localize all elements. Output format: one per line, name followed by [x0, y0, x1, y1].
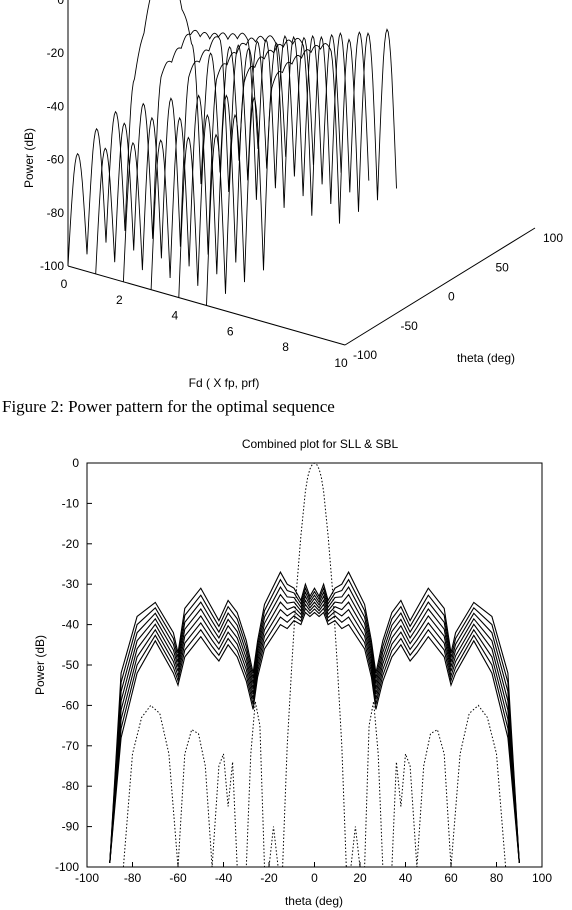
- y-tick-label: -100: [55, 860, 79, 874]
- y-tick-label: 0: [448, 290, 455, 304]
- x-tick-label: 10: [334, 356, 348, 370]
- x-tick-label: -40: [215, 871, 233, 885]
- envelope-curve: [109, 570, 520, 864]
- z-tick-label: -60: [47, 153, 65, 167]
- z-tick-label: 0: [57, 0, 64, 7]
- x-tick-label: 80: [490, 871, 504, 885]
- z-tick-label: -20: [47, 46, 65, 60]
- surface-trace: [67, 0, 259, 267]
- x-ticks: -100 -80 -60 -40 -20 0 20 40 60 80 100: [75, 862, 552, 885]
- z-tick-label: -80: [47, 206, 65, 220]
- y-tick-label: -40: [62, 618, 80, 632]
- y-tick-label: 0: [72, 456, 79, 470]
- surface-trace: [178, 31, 370, 298]
- x-tick-label: 100: [532, 871, 552, 885]
- envelope-curves: [109, 570, 520, 864]
- x-tick-label: 60: [444, 871, 458, 885]
- y-tick-label: 100: [543, 231, 563, 245]
- envelope-curve: [109, 578, 520, 864]
- x-axis-label: Fd ( X fp, prf): [189, 376, 260, 390]
- surface-trace: [206, 28, 397, 306]
- y-tick-label: 50: [496, 260, 510, 274]
- x-tick-label: 0: [61, 277, 68, 291]
- surface-trace: [122, 32, 314, 282]
- mainlobe-line: [282, 462, 347, 868]
- envelope-curve: [109, 586, 520, 864]
- surface-trace: [95, 29, 287, 274]
- y-tick-label: -50: [401, 319, 419, 333]
- z-axis: 0 -20 -40 -60 -80 -100: [40, 0, 69, 273]
- x-tick-label: -60: [169, 871, 187, 885]
- envelope-curve: [109, 599, 520, 864]
- plot-frame: [86, 462, 543, 868]
- y-ticks: 0 -10 -20 -30 -40 -50 -60 -70 -80 -90 -100: [55, 456, 92, 874]
- x-tick-label: 8: [282, 340, 289, 354]
- chart-title: Combined plot for SLL & SBL: [242, 437, 399, 451]
- z-axis-label: Power (dB): [22, 128, 36, 188]
- x-tick-label: 2: [116, 293, 123, 307]
- x-tick-label: 40: [399, 871, 413, 885]
- y-axis-label: theta (deg): [457, 351, 515, 365]
- envelope-curve: [109, 603, 520, 864]
- surface-trace: [150, 33, 342, 290]
- x-tick-label: 4: [171, 309, 178, 323]
- x-tick-label: 0: [311, 871, 318, 885]
- combined-line-chart: Combined plot for SLL & SBL -100 -80 -60 -4…: [33, 437, 552, 908]
- y-tick-label: -10: [62, 496, 80, 510]
- sidelobes-lower-line: [122, 701, 507, 868]
- surface-plot-3d: 0 -20 -40 -60 -80 -100 0 2 4 6 8 10 -100 -50 0 50 100 P…: [22, 0, 563, 390]
- y-tick-label: -20: [62, 537, 80, 551]
- x-tick-label: 6: [227, 324, 234, 338]
- y-tick-label: -30: [62, 577, 80, 591]
- envelope-curve: [109, 593, 520, 864]
- x-tick-label: -80: [124, 871, 142, 885]
- envelope-curve: [109, 611, 520, 864]
- y-tick-label: -70: [62, 739, 80, 753]
- x-tick-label: -100: [75, 871, 99, 885]
- base-axes: 0 2 4 6 8 10 -100 -50 0 50 100: [61, 227, 563, 370]
- y-tick-label: -60: [62, 698, 80, 712]
- envelope-curve: [109, 607, 520, 864]
- z-tick-label: -40: [47, 99, 65, 113]
- y-axis-label: Power (dB): [33, 635, 47, 695]
- y-tick-label: -80: [62, 779, 80, 793]
- y-tick-label: -90: [62, 820, 80, 834]
- x-tick-label: 20: [353, 871, 367, 885]
- y-tick-label: -50: [62, 658, 80, 672]
- x-tick-label: -20: [260, 871, 278, 885]
- y-tick-label: -100: [353, 348, 377, 362]
- surface-traces: [67, 0, 397, 306]
- x-axis-label: theta (deg): [285, 894, 343, 908]
- figure-caption: Figure 2: Power pattern for the optimal …: [2, 397, 335, 416]
- z-tick-label: -100: [40, 259, 64, 273]
